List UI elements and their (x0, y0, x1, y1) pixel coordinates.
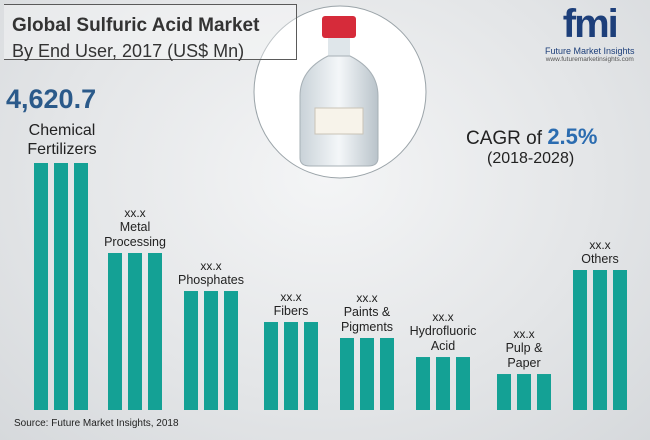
bar (74, 163, 88, 410)
bar (108, 253, 122, 410)
value-label: xx.x (432, 310, 454, 325)
value-label: 4,620.7 (6, 84, 97, 114)
bar (613, 270, 627, 410)
bottle (299, 16, 379, 167)
value-label: xx.x (280, 290, 302, 305)
value-label: xx.x (356, 291, 378, 305)
bar (284, 322, 298, 410)
category-label: Phosphates (177, 273, 245, 288)
bar (436, 357, 450, 410)
logo-mark: fmi (562, 2, 619, 46)
bar-label-group: xx.x Metal Processing (104, 206, 166, 250)
cagr: CAGR of 2.5% (466, 124, 597, 150)
category-label: Chemical Fertilizers (27, 122, 97, 158)
cagr-value: 2.5% (547, 124, 598, 149)
bar (593, 270, 607, 410)
bar-label-group: xx.x Fibers (266, 290, 316, 319)
bar (264, 322, 278, 410)
logo-name: Future Market Insights (545, 46, 635, 56)
value-label: xx.x (513, 327, 535, 342)
logo-url: www.futuremarketinsights.com (545, 56, 634, 63)
bar-label-group: 4,620.7 Chemical Fertilizers (6, 84, 118, 159)
bar (416, 357, 430, 410)
logo: fmi Future Market Insights www.futuremar… (545, 2, 635, 63)
bar (54, 163, 68, 410)
bar (204, 291, 218, 410)
bar-label-group: xx.x Pulp & Paper (499, 327, 549, 371)
bar (148, 253, 162, 410)
bar-label-group: xx.x Paints & Pigments (332, 291, 402, 335)
bar (128, 253, 142, 410)
category-label: Paints & Pigments (340, 305, 394, 334)
chart-title: Global Sulfuric Acid Market (12, 15, 260, 36)
bar (34, 163, 48, 410)
bar (340, 337, 354, 410)
bar (360, 337, 374, 410)
title-box: Global Sulfuric Acid Market By End User,… (4, 4, 297, 61)
value-label: xx.x (124, 206, 146, 221)
bar (517, 374, 531, 410)
chart-subtitle: By End User, 2017 (US$ Mn) (12, 41, 245, 61)
category-label: Pulp & Paper (505, 341, 543, 371)
bar (304, 322, 318, 410)
bar (184, 291, 198, 410)
bar-label-group: xx.x Others (575, 238, 625, 267)
value-label: xx.x (200, 259, 222, 274)
category-label: Metal Processing (104, 220, 166, 250)
bar-label-group: xx.x Phosphates (171, 259, 251, 288)
category-label: Others (581, 252, 619, 267)
bar (456, 357, 470, 410)
cagr-period: (2018-2028) (487, 150, 575, 167)
cagr-prefix: CAGR of (466, 128, 543, 149)
category-label: Hydrofluoric Acid (409, 324, 477, 354)
bar (497, 374, 511, 410)
bar (537, 374, 551, 410)
bar-label-group: xx.x Hydrofluoric Acid (403, 310, 483, 354)
bar (224, 291, 238, 410)
source: Source: Future Market Insights, 2018 (14, 418, 179, 429)
bar (573, 270, 587, 410)
value-label: xx.x (589, 238, 611, 253)
bar (380, 337, 394, 410)
category-label: Fibers (273, 304, 309, 319)
